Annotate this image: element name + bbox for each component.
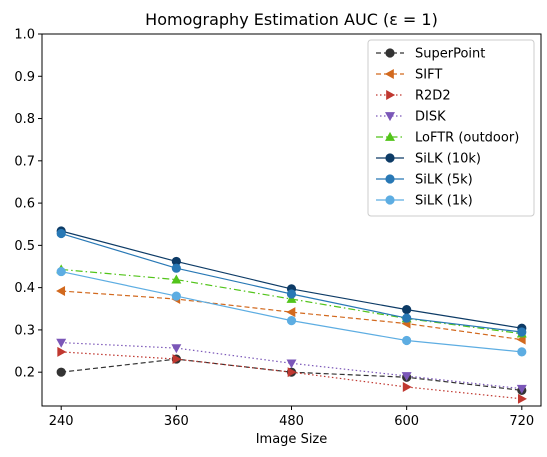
data-point [56, 367, 66, 377]
legend-marker [385, 153, 395, 163]
legend-entry: SiLK (1k) [376, 194, 473, 209]
legend-box [367, 39, 535, 217]
y-tick-label: 1.0 [14, 28, 35, 43]
legend-marker [385, 174, 395, 184]
x-tick-label: 480 [279, 414, 304, 429]
legend-label: LoFTR (outdoor) [415, 131, 519, 146]
legend-label: DISK [415, 110, 446, 125]
y-tick-label: 0.7 [14, 154, 35, 169]
y-tick-label: 0.6 [14, 197, 35, 212]
data-point [402, 335, 412, 346]
series-silk-1k [56, 266, 527, 357]
series-disk [56, 338, 527, 394]
data-point [402, 313, 412, 323]
data-point [286, 293, 297, 303]
series-group [56, 226, 527, 404]
legend: SuperPoint SIFT R2D2 DISK LoFTR (outdoor) SiL… [367, 39, 535, 217]
data-point [172, 354, 182, 365]
legend-label: SuperPoint [415, 47, 485, 62]
legend-entry: SiLK (5k) [376, 173, 473, 188]
legend-label: R2D2 [415, 89, 451, 104]
data-point [171, 291, 181, 301]
series-line [61, 290, 522, 341]
legend-entry: SIFT [376, 68, 442, 83]
series-line [61, 351, 522, 400]
data-point [516, 384, 527, 394]
data-point [517, 347, 527, 357]
x-tick-label: 240 [49, 414, 74, 429]
y-tick-label: 0.5 [14, 239, 35, 254]
series-line [61, 358, 522, 391]
data-point [402, 305, 412, 315]
x-tick-label: 720 [509, 414, 534, 429]
legend-marker [385, 131, 395, 141]
x-axis-label: Image Size [256, 432, 328, 447]
legend-label: SIFT [415, 68, 442, 83]
y-tick-label: 0.2 [14, 366, 35, 381]
legend-marker [386, 90, 396, 100]
legend-marker [385, 195, 395, 205]
data-point [56, 286, 66, 296]
data-point [286, 359, 297, 369]
y-tick-label: 0.3 [14, 323, 35, 338]
legend-label: SiLK (10k) [415, 152, 481, 167]
legend-marker [384, 69, 394, 79]
series-line [61, 341, 522, 390]
legend-entry: R2D2 [376, 89, 451, 104]
legend-entry: LoFTR (outdoor) [376, 131, 519, 146]
legend-entry: SuperPoint [376, 47, 485, 62]
legend-marker [385, 112, 395, 122]
legend-entry: DISK [376, 110, 446, 125]
y-tick-label: 0.8 [14, 112, 35, 127]
legend-label: SiLK (1k) [415, 194, 473, 209]
x-tick-label: 600 [394, 414, 419, 429]
data-point [171, 344, 182, 354]
y-tick-label: 0.9 [14, 70, 35, 85]
data-point [286, 289, 297, 299]
x-tick-label: 360 [164, 414, 189, 429]
data-point [56, 266, 66, 277]
data-point [287, 367, 297, 378]
data-point [517, 327, 527, 337]
data-point [286, 307, 296, 318]
data-point [171, 263, 181, 273]
chart-title: Homography Estimation AUC (ε = 1) [145, 10, 438, 29]
data-point [56, 338, 67, 348]
axes: 240 360 480 600 720 0.2 0.3 0.4 0.5 0.6 0.7 0.8 0.9 1… [14, 28, 534, 430]
series-silk-5k [56, 228, 527, 337]
data-point [57, 346, 67, 357]
series-r2d2 [57, 346, 527, 404]
y-tick-label: 0.4 [14, 281, 35, 296]
legend-entry: SiLK (10k) [376, 152, 481, 167]
legend-label: SiLK (5k) [415, 173, 473, 188]
legend-marker [385, 48, 395, 58]
data-point [171, 274, 182, 284]
data-point [517, 393, 527, 404]
data-point [56, 228, 66, 239]
data-point [401, 372, 412, 382]
data-point [286, 316, 297, 326]
data-point [402, 381, 412, 392]
